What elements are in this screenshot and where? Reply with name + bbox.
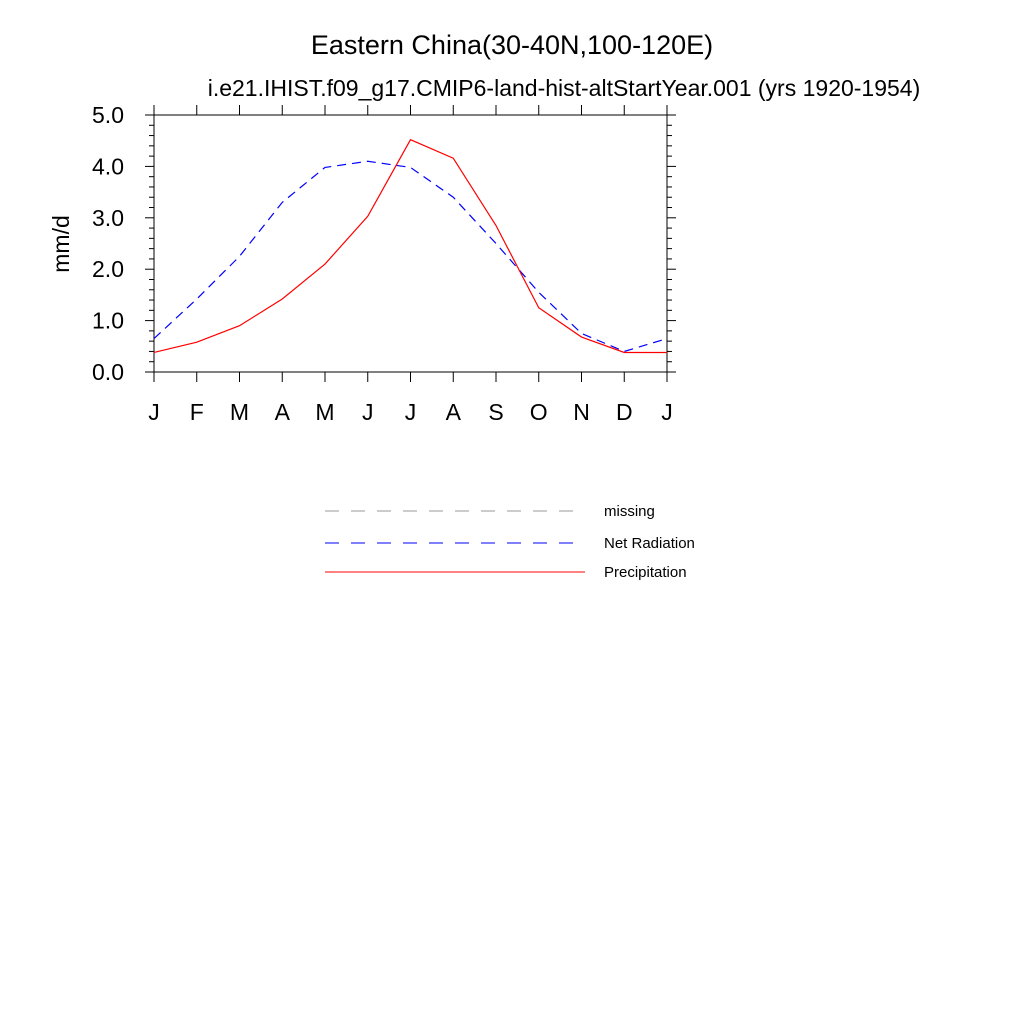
y-tick-label: 5.0 (92, 102, 124, 128)
x-tick-label: O (530, 399, 548, 425)
x-tick-label: J (362, 399, 374, 425)
chart-subtitle: i.e21.IHIST.f09_g17.CMIP6-land-hist-altS… (208, 75, 921, 101)
x-tick-label: A (275, 399, 291, 425)
y-tick-label: 1.0 (92, 308, 124, 334)
y-tick-label: 2.0 (92, 256, 124, 282)
y-tick-label: 3.0 (92, 205, 124, 231)
x-tick-label: J (405, 399, 417, 425)
x-tick-label: D (616, 399, 633, 425)
plot-area: 0.01.02.03.04.05.0J F M A M J J A S O N D J (92, 102, 676, 425)
x-tick-label: M (230, 399, 249, 425)
x-tick-label: N (573, 399, 590, 425)
legend-label-net-radiation: Net Radiation (604, 535, 695, 552)
chart-title: Eastern China(30-40N,100-120E) (311, 30, 713, 60)
x-tick-label: F (190, 399, 204, 425)
y-axis-label: mm/d (48, 215, 74, 273)
legend-label-missing: missing (604, 503, 655, 520)
x-tick-label: J (661, 399, 673, 425)
net-radiation-line (153, 160, 668, 353)
x-tick-label: M (315, 399, 334, 425)
legend-label-precipitation: Precipitation (604, 564, 687, 581)
plot-frame (153, 114, 668, 373)
x-tick-label: A (446, 399, 462, 425)
legend: missing Net Radiation Precipitation (325, 503, 695, 581)
y-tick-label: 0.0 (92, 359, 124, 385)
y-tick-label: 4.0 (92, 153, 124, 179)
x-tick-label: S (488, 399, 503, 425)
x-tick-label: J (148, 399, 160, 425)
precipitation-line (153, 138, 667, 354)
